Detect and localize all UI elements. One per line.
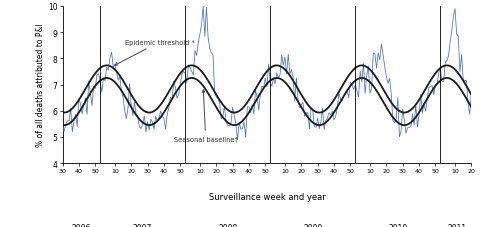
- Text: 2006: 2006: [72, 223, 91, 227]
- Text: 2007: 2007: [132, 223, 152, 227]
- Text: Seasonal baseline†: Seasonal baseline†: [173, 90, 237, 142]
- Text: 2008: 2008: [217, 223, 237, 227]
- Text: 2011: 2011: [446, 223, 465, 227]
- Text: 2010: 2010: [387, 223, 407, 227]
- Y-axis label: % of all deaths attributed to P&I: % of all deaths attributed to P&I: [36, 24, 45, 147]
- Text: 2009: 2009: [302, 223, 322, 227]
- Text: Epidemic threshold *: Epidemic threshold *: [115, 40, 194, 66]
- X-axis label: Surveillance week and year: Surveillance week and year: [208, 193, 324, 202]
